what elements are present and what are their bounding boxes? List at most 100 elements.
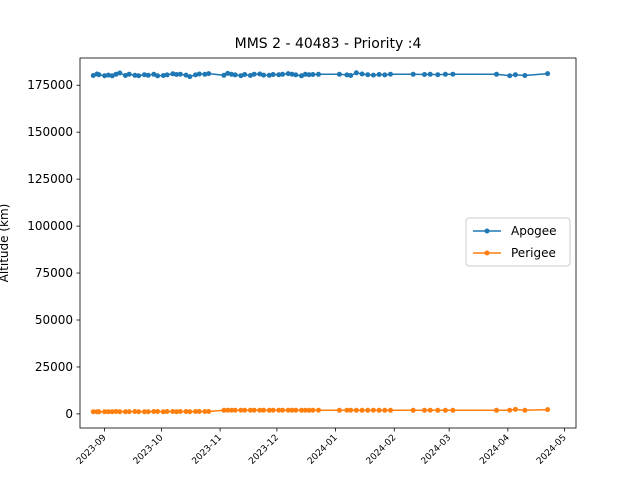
perigee-point [141, 409, 147, 415]
legend-apogee-label: Apogee [511, 224, 557, 238]
perigee-point [422, 407, 427, 413]
apogee-point [96, 72, 102, 78]
perigee-point [193, 409, 198, 414]
apogee-point [232, 72, 238, 78]
apogee-point [151, 71, 157, 77]
apogee-point [238, 73, 244, 79]
series-perigee [90, 406, 551, 415]
perigee-point [177, 409, 183, 414]
perigee-point [494, 407, 499, 413]
apogee-point [126, 71, 132, 77]
y-tick-label: 100000 [27, 219, 73, 233]
apogee-point [382, 72, 388, 78]
perigee-point [293, 407, 299, 413]
perigee-point [122, 409, 128, 415]
perigee-point [170, 409, 176, 414]
apogee-point [196, 71, 202, 77]
perigee-point [289, 407, 295, 413]
perigee-point [285, 407, 291, 413]
apogee-point [247, 73, 253, 78]
perigee-point [132, 409, 138, 414]
apogee-line [93, 72, 548, 78]
apogee-point [251, 71, 257, 77]
perigee-point [442, 407, 448, 413]
apogee-point [206, 71, 212, 77]
apogee-point [141, 72, 147, 78]
apogee-point [242, 72, 248, 77]
perigee-point [344, 407, 350, 413]
plot-area [79, 57, 577, 429]
perigee-point [336, 407, 342, 413]
apogee-point [494, 71, 499, 77]
perigee-point [545, 407, 551, 413]
legend-perigee-label: Perigee [511, 246, 556, 260]
perigee-point [382, 407, 388, 413]
apogee-point [266, 72, 272, 78]
apogee-point [545, 71, 551, 77]
apogee-point [202, 71, 208, 77]
apogee-point [187, 74, 193, 80]
perigee-point [238, 407, 244, 413]
perigee-point [427, 407, 433, 413]
perigee-point [151, 409, 157, 414]
apogee-point [174, 72, 179, 77]
perigee-point [310, 407, 316, 413]
apogee-point [117, 70, 123, 76]
perigee-point [299, 407, 304, 413]
legend-perigee-marker [484, 250, 490, 256]
apogee-point [132, 72, 138, 78]
series-layer [90, 70, 551, 415]
perigee-point [109, 409, 115, 415]
perigee-point [160, 409, 166, 415]
perigee-point [507, 407, 513, 413]
perigee-point [251, 407, 257, 413]
apogee-point [183, 72, 189, 78]
perigee-point [435, 407, 441, 413]
y-axis: 0 25000 50000 75000 100000 125000 150000 175000 [27, 78, 80, 421]
apogee-point [136, 73, 142, 79]
apogee-point [280, 71, 286, 77]
apogee-point [450, 71, 456, 77]
apogee-point [427, 71, 433, 77]
apogee-point [285, 71, 291, 77]
apogee-point [113, 71, 119, 77]
apogee-point [225, 70, 231, 76]
apogee-point [442, 71, 448, 77]
perigee-point [164, 409, 170, 414]
apogee-point [105, 72, 111, 78]
perigee-point [206, 409, 212, 414]
apogee-point [410, 71, 416, 77]
perigee-point [376, 407, 382, 413]
legend-box [465, 217, 571, 267]
apogee-point [512, 72, 518, 78]
perigee-point [270, 407, 276, 413]
apogee-point [302, 71, 308, 77]
perigee-point [225, 407, 231, 413]
series-apogee [90, 70, 551, 80]
apogee-point [365, 72, 371, 78]
apogee-point [353, 70, 359, 76]
y-tick-label: 0 [65, 407, 73, 421]
apogee-point [164, 72, 170, 78]
perigee-point [280, 407, 286, 413]
apogee-point [316, 71, 321, 77]
apogee-point [257, 71, 263, 77]
perigee-point [450, 407, 456, 413]
legend-apogee-marker [484, 228, 490, 234]
perigee-point [196, 409, 202, 414]
apogee-point [422, 72, 427, 77]
perigee-point [145, 409, 151, 415]
perigee-point [229, 407, 234, 413]
apogee-point [289, 71, 295, 77]
perigee-point [261, 407, 267, 413]
perigee-point [183, 409, 189, 414]
apogee-point [299, 73, 304, 79]
apogee-point [359, 71, 365, 77]
apogee-point [177, 71, 183, 77]
perigee-point [359, 407, 365, 413]
perigee-point [105, 409, 111, 415]
perigee-point [247, 407, 253, 413]
perigee-point [232, 407, 238, 413]
y-axis-label: Altitude (km) [0, 204, 11, 283]
